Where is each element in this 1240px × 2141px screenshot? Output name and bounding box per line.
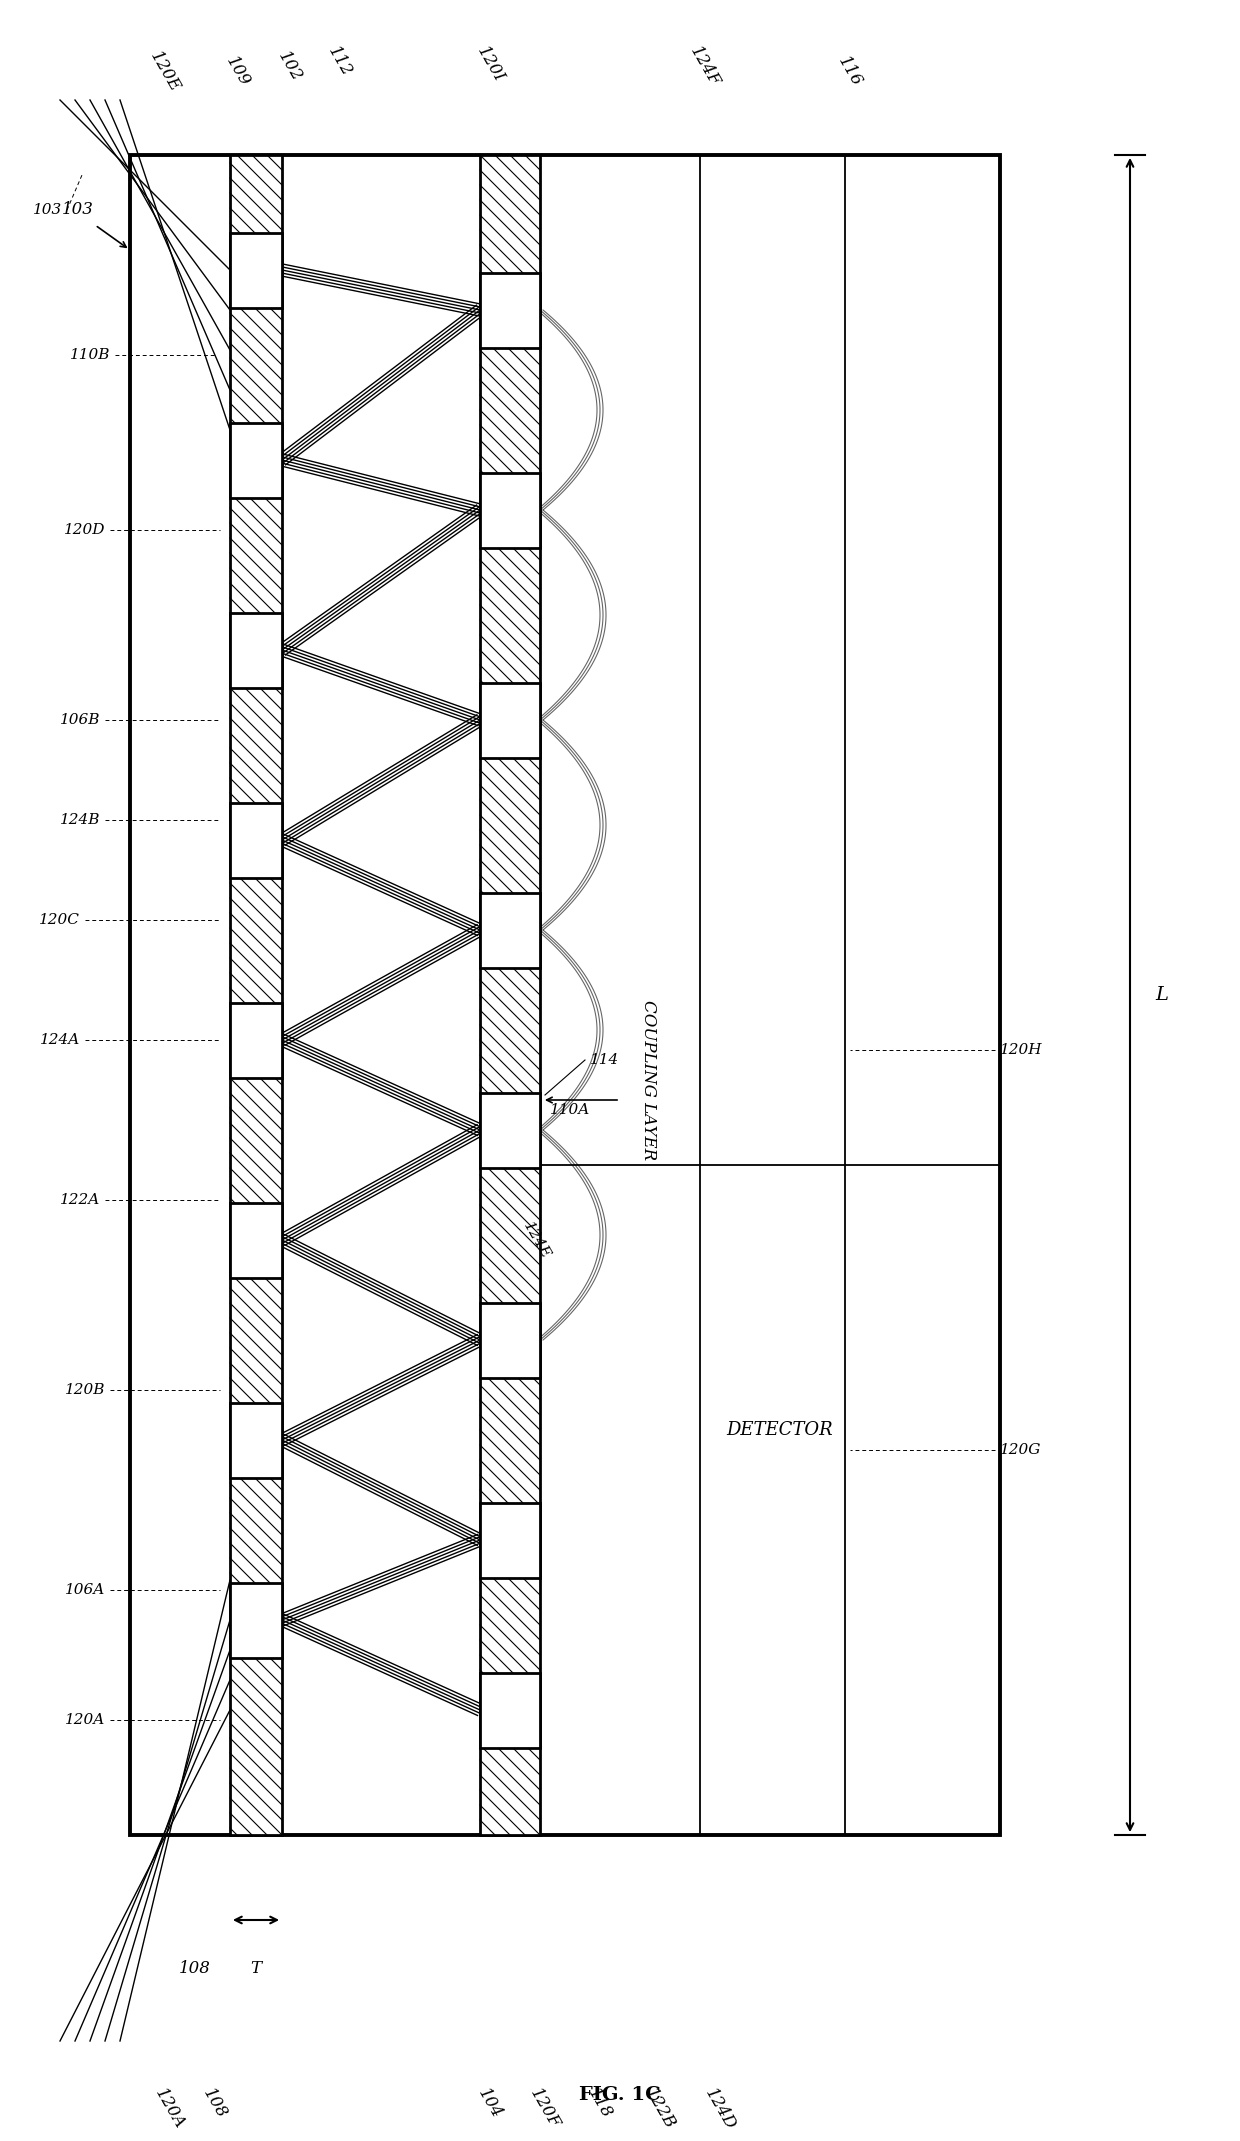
Text: 103: 103 xyxy=(32,203,62,216)
Text: 120E: 120E xyxy=(146,49,184,94)
Text: 124E: 124E xyxy=(520,1218,552,1261)
Bar xyxy=(480,893,539,968)
Bar xyxy=(229,1203,281,1278)
Text: 120D: 120D xyxy=(63,522,105,537)
Text: 124D: 124D xyxy=(702,2085,739,2132)
Text: 106B: 106B xyxy=(60,713,100,728)
Text: 118: 118 xyxy=(585,2085,615,2122)
Text: 120A: 120A xyxy=(151,2085,188,2132)
Bar xyxy=(480,154,539,1835)
Text: 120A: 120A xyxy=(64,1713,105,1728)
Text: 120C: 120C xyxy=(40,912,81,927)
Text: 124A: 124A xyxy=(40,1032,81,1047)
Text: 124B: 124B xyxy=(60,814,100,826)
Text: 102: 102 xyxy=(275,49,305,86)
Text: 108: 108 xyxy=(179,1959,211,1976)
Bar xyxy=(480,683,539,758)
Text: DETECTOR: DETECTOR xyxy=(727,1422,833,1439)
Text: 106A: 106A xyxy=(64,1582,105,1597)
Text: 120I: 120I xyxy=(472,43,507,86)
Text: 109: 109 xyxy=(223,54,253,90)
Text: 103: 103 xyxy=(62,201,94,218)
Bar xyxy=(130,154,999,1835)
Bar xyxy=(229,1402,281,1477)
Text: 122A: 122A xyxy=(60,1193,100,1208)
Text: L: L xyxy=(1154,987,1168,1004)
Text: 110A: 110A xyxy=(551,1103,590,1118)
Bar xyxy=(229,1582,281,1657)
Text: 120F: 120F xyxy=(527,2085,563,2130)
Text: 110B: 110B xyxy=(69,349,110,362)
Text: 104: 104 xyxy=(475,2085,506,2122)
Text: COUPLING LAYER: COUPLING LAYER xyxy=(640,1000,657,1160)
Bar xyxy=(229,803,281,878)
Bar xyxy=(229,1002,281,1079)
Bar xyxy=(480,473,539,548)
Text: 120B: 120B xyxy=(64,1383,105,1396)
Bar xyxy=(480,1094,539,1169)
Bar xyxy=(229,233,281,308)
Text: 120H: 120H xyxy=(999,1043,1043,1058)
Text: 124F: 124F xyxy=(687,45,723,90)
Bar xyxy=(229,612,281,687)
Bar xyxy=(480,1304,539,1379)
Text: FIG. 1C: FIG. 1C xyxy=(579,2085,661,2105)
Bar xyxy=(480,274,539,349)
Text: 112: 112 xyxy=(325,45,356,79)
Bar xyxy=(480,1672,539,1747)
Text: T: T xyxy=(250,1959,262,1976)
Text: 114: 114 xyxy=(590,1053,619,1066)
Text: 120G: 120G xyxy=(999,1443,1042,1458)
Text: 116: 116 xyxy=(835,54,866,90)
Bar xyxy=(229,154,281,1835)
Bar xyxy=(480,1503,539,1578)
Text: 122B: 122B xyxy=(641,2085,678,2132)
Text: 108: 108 xyxy=(200,2085,231,2122)
Bar xyxy=(229,424,281,499)
